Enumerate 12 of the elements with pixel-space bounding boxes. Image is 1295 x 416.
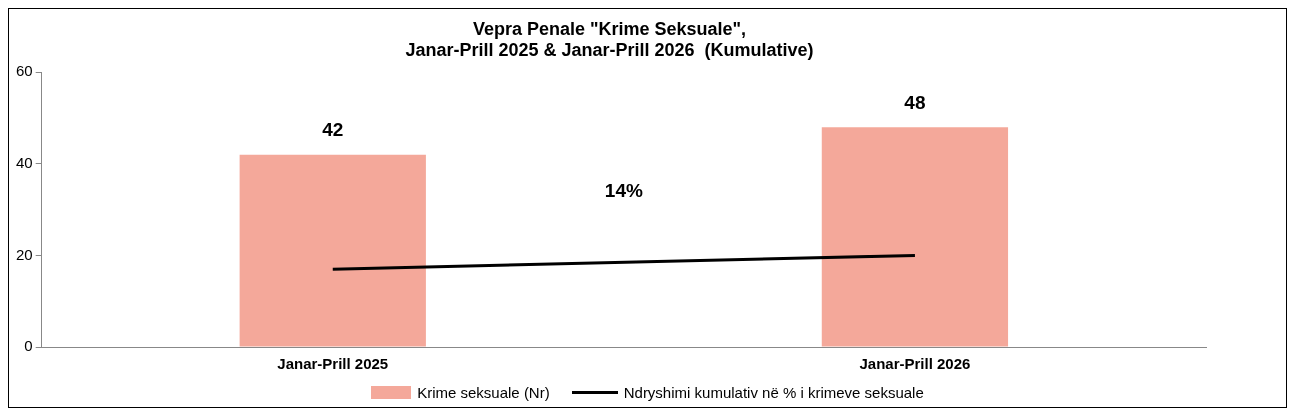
y-tick-label: 20 — [16, 245, 33, 263]
chart-title: Vepra Penale "Krime Seksuale", Janar-Prill 2025 & Janar-Prill 2026 (Kumulative) — [405, 18, 814, 61]
y-tick-label: 60 — [16, 62, 33, 80]
data-label: 42 — [322, 119, 344, 141]
legend-label: Ndryshimi kumulativ në % i krimeve seksuale — [623, 383, 924, 401]
y-tick-label: 0 — [24, 337, 33, 355]
x-tick-label: Janar-Prill 2025 — [277, 355, 389, 373]
annotation: 14% — [604, 180, 643, 202]
x-tick-label: Janar-Prill 2026 — [859, 355, 971, 373]
legend-label: Krime seksuale (Nr) — [417, 383, 550, 401]
y-tick-label: 40 — [16, 153, 33, 171]
data-label: 48 — [904, 91, 926, 113]
